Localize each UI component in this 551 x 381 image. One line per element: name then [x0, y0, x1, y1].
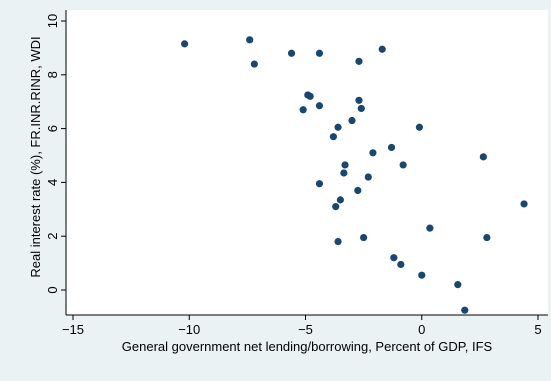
- data-point: [355, 96, 363, 104]
- y-axis-title: Real interest rate (%), FR.INR.RINR, WDI: [28, 36, 43, 277]
- plot-area: [66, 10, 548, 315]
- y-axis-ticks: 0 2 4 6 8 10: [45, 14, 66, 294]
- data-point: [378, 45, 386, 53]
- data-point: [336, 196, 344, 204]
- data-point: [355, 57, 363, 65]
- data-point: [399, 161, 407, 169]
- data-point: [246, 36, 254, 44]
- data-point: [357, 104, 365, 113]
- data-point: [483, 233, 491, 242]
- data-point: [299, 106, 307, 114]
- data-point: [387, 143, 396, 152]
- data-point: [415, 123, 424, 131]
- data-point: [426, 224, 434, 232]
- data-point: [360, 233, 368, 242]
- data-point: [334, 123, 342, 131]
- data-point: [364, 173, 372, 181]
- data-point: [418, 271, 426, 279]
- data-point: [329, 133, 337, 141]
- y-tick-label: 2: [45, 233, 60, 240]
- y-tick-label: 0: [45, 286, 60, 293]
- y-tick-label: 8: [45, 71, 60, 78]
- x-tick-label: −10: [178, 322, 200, 337]
- x-axis-ticks: −15 −10 −5 0 5: [62, 315, 542, 337]
- data-point: [520, 200, 528, 208]
- data-points: [181, 36, 528, 314]
- data-point: [369, 149, 377, 157]
- data-point: [315, 180, 324, 188]
- y-tick-label: 4: [45, 179, 60, 186]
- data-point: [390, 254, 398, 262]
- x-tick-label: 0: [418, 322, 425, 337]
- x-tick-label: −15: [62, 322, 84, 337]
- data-point: [306, 92, 314, 100]
- data-point: [287, 49, 296, 57]
- y-tick-label: 6: [45, 125, 60, 132]
- data-point: [181, 40, 189, 48]
- data-point: [315, 102, 324, 110]
- data-point: [479, 153, 487, 161]
- x-tick-label: 5: [534, 322, 541, 337]
- data-point: [354, 186, 362, 195]
- x-axis-title: General government net lending/borrowing…: [122, 339, 493, 354]
- x-tick-label: −5: [298, 322, 313, 337]
- data-point: [250, 60, 258, 68]
- data-point: [397, 260, 405, 269]
- data-point: [348, 116, 356, 125]
- data-point: [332, 203, 340, 211]
- data-point: [461, 306, 469, 314]
- data-point: [454, 281, 462, 289]
- data-point: [340, 169, 348, 177]
- data-point: [334, 237, 342, 246]
- y-tick-label: 10: [45, 14, 60, 28]
- data-point: [341, 161, 349, 169]
- data-point: [315, 49, 324, 57]
